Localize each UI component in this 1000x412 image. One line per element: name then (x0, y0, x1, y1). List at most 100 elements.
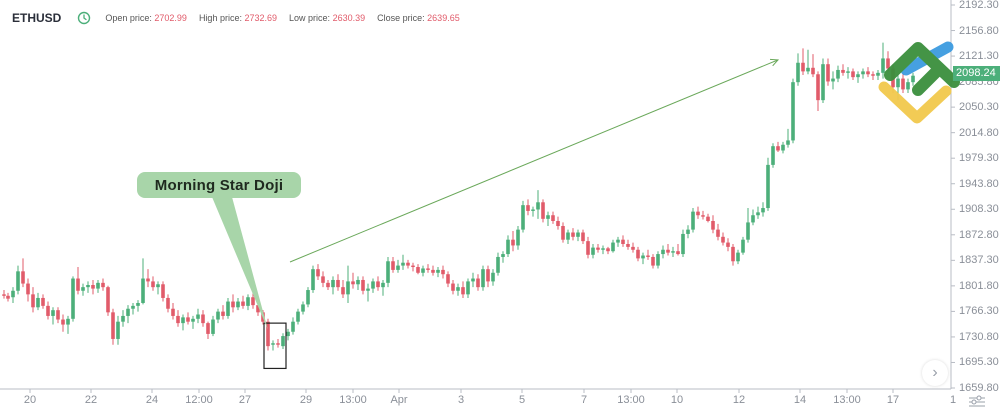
high-price: High price: 2732.69 (199, 13, 277, 23)
candle (776, 141, 780, 152)
y-tick-label: 1943.80 (959, 177, 999, 190)
annotation-layer (212, 58, 780, 370)
candle (271, 340, 275, 351)
candle (456, 283, 460, 296)
low-price: Low price: 2630.39 (289, 13, 365, 23)
candle (461, 281, 465, 298)
candle (561, 222, 565, 243)
x-tick-label: 20 (23, 394, 37, 406)
candle (266, 318, 270, 351)
candle (36, 292, 40, 311)
candle (76, 267, 80, 295)
candle (616, 236, 620, 247)
candle (326, 279, 330, 291)
candle (791, 78, 795, 144)
candle (116, 315, 120, 345)
candle (31, 287, 35, 313)
candle (356, 276, 360, 291)
candle (201, 310, 205, 327)
y-tick-label: 2050.30 (959, 101, 999, 114)
last-price-tag: 2098.24 (953, 66, 1000, 81)
candle (591, 244, 595, 259)
low-price-label: Low price: (289, 13, 331, 23)
high-price-label: High price: (198, 13, 242, 23)
candle (811, 54, 815, 78)
candle (826, 58, 830, 86)
candle (81, 283, 85, 296)
x-tick-label: 5 (518, 394, 526, 406)
candle (866, 67, 870, 78)
candle (641, 252, 645, 265)
candle (691, 208, 695, 233)
candle (106, 285, 110, 316)
high-price-value: 2732.69 (244, 13, 278, 23)
candle (806, 49, 810, 75)
candle (136, 300, 140, 312)
candle (706, 213, 710, 223)
candle (621, 235, 625, 247)
symbol-label[interactable]: ETHUSD (12, 11, 62, 25)
candle (681, 229, 685, 257)
candle (91, 279, 95, 295)
scroll-right-button[interactable]: › (922, 360, 948, 386)
candle (421, 265, 425, 277)
candle (376, 276, 380, 291)
candle (781, 141, 785, 154)
candle (766, 157, 770, 211)
candle (751, 209, 755, 226)
candle (736, 249, 740, 265)
candle (186, 312, 190, 325)
candle (426, 264, 430, 273)
open-price-label: Open price: (105, 13, 152, 23)
candle (451, 279, 455, 295)
candle (231, 294, 235, 313)
x-axis-ticks (29, 389, 894, 393)
candle (291, 317, 295, 335)
arrow-head-icon (769, 58, 780, 67)
candle (491, 269, 495, 286)
candle (631, 242, 635, 253)
candle (306, 287, 310, 308)
y-tick-label: 1872.80 (959, 228, 999, 241)
candle (566, 229, 570, 245)
candle (406, 259, 410, 269)
candle (251, 292, 255, 309)
clock-icon[interactable] (77, 11, 91, 25)
y-tick-label: 2192.30 (959, 0, 999, 11)
candle (481, 265, 485, 291)
candle (2, 290, 6, 299)
candle (441, 265, 445, 279)
candle (771, 143, 775, 168)
y-tick-label: 1908.30 (959, 203, 999, 216)
open-price: Open price: 2702.99 (105, 13, 187, 23)
y-tick-label: 1730.80 (959, 330, 999, 343)
x-tick-label: 3 (457, 394, 465, 406)
candle (241, 295, 245, 309)
candle (196, 308, 200, 324)
candle (821, 58, 825, 104)
candle (841, 64, 845, 76)
candle (816, 71, 820, 111)
candle (166, 294, 170, 313)
candle (636, 246, 640, 262)
candle (786, 128, 790, 148)
candle (141, 258, 145, 305)
candle (401, 254, 405, 270)
candle (226, 297, 230, 319)
x-tick-label: 24 (145, 394, 159, 406)
candle (286, 328, 290, 341)
candle (731, 244, 735, 266)
candle (846, 67, 850, 79)
candle (501, 251, 505, 263)
candle (61, 314, 65, 332)
candle (796, 53, 800, 86)
candle (661, 245, 665, 259)
candle (281, 333, 285, 350)
candle (121, 310, 125, 327)
y-tick-label: 1659.80 (959, 382, 999, 394)
candle (521, 200, 525, 233)
settings-sliders-icon[interactable] (968, 394, 986, 408)
candle (371, 278, 375, 293)
candle (871, 71, 875, 81)
